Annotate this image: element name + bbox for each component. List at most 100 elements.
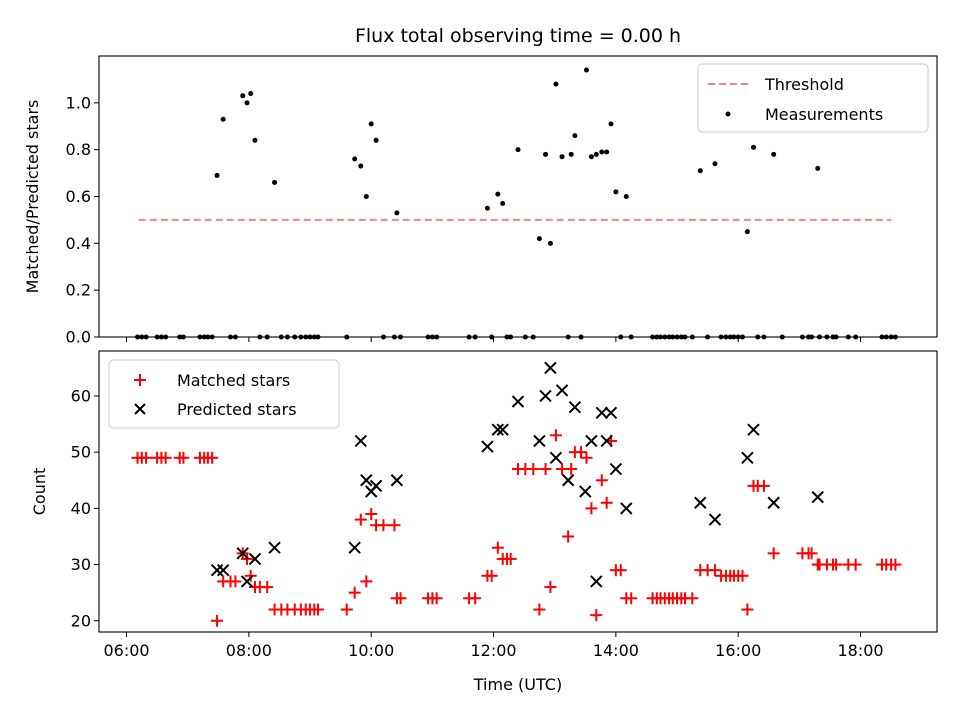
predicted-star-point	[539, 389, 552, 403]
measurement-point	[248, 90, 254, 96]
predicted-star-point	[216, 563, 230, 577]
measurement-point	[572, 133, 578, 139]
ratio-y-tick-label: 0.4	[66, 234, 91, 253]
measurement-point	[608, 121, 614, 127]
predicted-star-point	[694, 496, 707, 509]
matched-star-point	[549, 429, 562, 442]
measurement-point	[750, 144, 756, 150]
matched-star-point	[562, 530, 575, 543]
matched-star-point	[244, 569, 257, 582]
predicted-star-point	[579, 485, 592, 498]
matched-star-point	[504, 552, 517, 565]
matched-star-point	[360, 575, 373, 588]
predicted-star-point	[741, 451, 754, 464]
measurement-point	[220, 116, 226, 122]
matched-star-point	[580, 451, 593, 464]
matched-star-point	[625, 592, 638, 605]
predicted-star-point	[549, 451, 563, 464]
count-x-tick-label: 18:00	[837, 641, 883, 660]
predicted-star-point	[348, 541, 361, 554]
x-axis-label: Time (UTC)	[473, 675, 562, 694]
measurement-point	[368, 121, 374, 127]
predicted-star-point	[390, 474, 404, 487]
measurement-point	[214, 172, 220, 178]
predicted-star-point	[248, 552, 262, 566]
legend-measurements-swatch	[725, 111, 731, 117]
count-panel-frame	[98, 350, 938, 633]
measurement-point	[599, 149, 605, 155]
predicted-star-point	[354, 434, 368, 448]
predicted-star-point	[481, 440, 494, 453]
matched-star-point	[539, 463, 552, 476]
measurement-point	[712, 161, 718, 167]
matched-star-point	[159, 451, 172, 464]
measurement-point	[252, 137, 258, 143]
predicted-star-point	[544, 361, 557, 375]
ratio-legend-box	[697, 63, 929, 133]
matched-star-point	[741, 603, 754, 616]
matched-star-point	[388, 519, 401, 532]
predicted-star-point	[240, 575, 254, 588]
measurement-point	[536, 236, 542, 242]
matched-star-point	[211, 614, 224, 627]
count-x-tick-label: 14:00	[593, 641, 639, 660]
measurement-point	[515, 147, 521, 153]
predicted-star-point	[609, 462, 623, 476]
ratio-y-tick-label: 0.6	[66, 187, 91, 206]
matched-star-point	[575, 446, 588, 459]
matched-star-point	[889, 558, 902, 571]
matched-star-point	[533, 603, 546, 616]
legend-predicted-swatch	[134, 403, 146, 415]
measurement-point	[244, 100, 250, 106]
ratio-y-axis-label: Matched/Predicted stars	[23, 100, 42, 294]
matched-star-point	[830, 558, 843, 571]
matched-star-point	[805, 547, 818, 560]
predicted-star-point	[360, 474, 373, 487]
matched-star-point	[311, 603, 324, 616]
matched-star-point	[849, 558, 862, 571]
count-panel: 20 30 40 50 60 06:00 08:00 10:00 12:00 14:00 16:0…	[30, 350, 938, 694]
matched-star-point	[177, 451, 190, 464]
measurement-point	[771, 151, 777, 157]
predicted-star-point	[268, 541, 281, 554]
matched-star-point	[527, 463, 540, 476]
legend-threshold-label: Threshold	[764, 75, 844, 94]
matched-star-point	[708, 564, 721, 577]
measurement-point	[604, 149, 610, 155]
predicted-star-point	[767, 496, 780, 509]
predicted-star-point	[496, 423, 509, 436]
measurement-point	[559, 154, 565, 160]
measurement-point	[352, 156, 358, 162]
measurement-point	[272, 179, 278, 185]
matched-star-point	[365, 507, 378, 520]
measurement-point	[584, 67, 590, 73]
matched-star-point	[686, 592, 699, 605]
ratio-y-tick-label: 1.0	[66, 93, 91, 112]
legend-predicted-label: Predicted stars	[177, 400, 297, 419]
count-y-tick-label: 50	[71, 443, 91, 462]
matched-star-point	[565, 463, 578, 476]
measurement-point	[623, 194, 629, 199]
matched-star-point	[595, 474, 608, 487]
count-x-tick-label: 16:00	[715, 641, 761, 660]
ratio-y-tick-label: 0.0	[66, 328, 91, 347]
predicted-star-point	[595, 406, 609, 420]
count-y-tick-label: 20	[71, 611, 91, 630]
matched-star-point	[469, 592, 482, 605]
matched-star-point	[229, 575, 242, 588]
predicted-star-point	[585, 434, 598, 448]
measurement-point	[553, 81, 559, 87]
count-y-tick-label: 40	[71, 499, 91, 518]
predicted-star-point	[747, 423, 760, 436]
measurement-point	[547, 240, 553, 246]
measurement-point	[744, 229, 750, 235]
predicted-star-point	[811, 490, 824, 504]
matched-star-point	[767, 547, 780, 560]
matched-star-point	[485, 569, 498, 582]
count-y-tick-label: 60	[71, 386, 91, 405]
predicted-star-point	[568, 400, 582, 414]
measurement-point	[613, 189, 619, 195]
predicted-star-point	[600, 434, 613, 448]
count-legend-box	[108, 359, 340, 429]
measurement-point	[240, 93, 246, 99]
